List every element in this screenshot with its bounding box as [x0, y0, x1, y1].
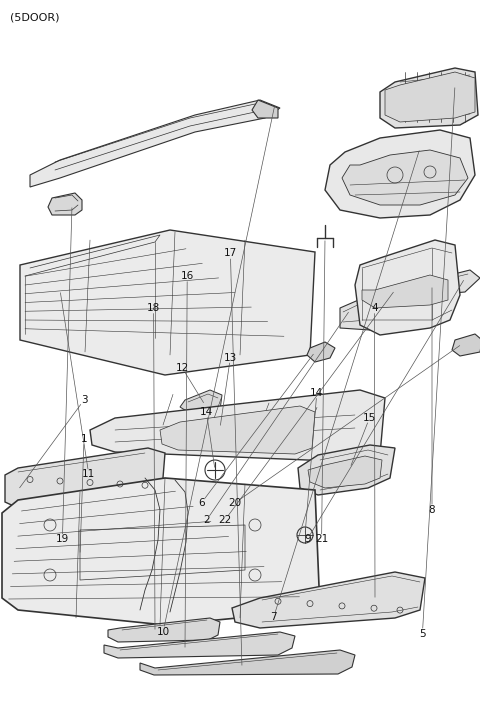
Text: 12: 12 — [176, 363, 189, 373]
Polygon shape — [180, 390, 222, 415]
Polygon shape — [385, 72, 475, 122]
Text: 14: 14 — [200, 407, 213, 417]
Text: 7: 7 — [270, 612, 277, 622]
Polygon shape — [395, 270, 480, 318]
Polygon shape — [20, 230, 315, 375]
Text: 21: 21 — [315, 535, 328, 544]
Text: 19: 19 — [56, 535, 69, 544]
Polygon shape — [252, 100, 278, 118]
Text: 6: 6 — [198, 498, 205, 508]
Text: 8: 8 — [429, 505, 435, 515]
Polygon shape — [104, 632, 295, 658]
Text: 4: 4 — [371, 303, 378, 313]
Polygon shape — [370, 278, 430, 308]
Text: 1: 1 — [81, 434, 87, 444]
Polygon shape — [355, 240, 460, 335]
Text: 5: 5 — [419, 629, 426, 639]
Text: 20: 20 — [228, 498, 242, 508]
Polygon shape — [160, 406, 315, 454]
Text: 17: 17 — [224, 249, 237, 258]
Polygon shape — [308, 456, 382, 488]
Polygon shape — [452, 334, 480, 356]
Polygon shape — [380, 68, 478, 128]
Text: 3: 3 — [81, 395, 87, 405]
Text: 14: 14 — [310, 388, 324, 398]
Text: 13: 13 — [224, 353, 237, 362]
Polygon shape — [362, 275, 448, 308]
Polygon shape — [5, 448, 165, 508]
Text: 22: 22 — [218, 515, 231, 525]
Polygon shape — [2, 478, 320, 625]
Text: (5DOOR): (5DOOR) — [10, 12, 60, 22]
Text: 10: 10 — [156, 627, 170, 636]
Text: 16: 16 — [180, 271, 194, 281]
Polygon shape — [340, 295, 395, 330]
Text: 15: 15 — [363, 413, 376, 423]
Polygon shape — [30, 100, 280, 187]
Polygon shape — [298, 445, 395, 495]
Polygon shape — [307, 342, 335, 362]
Polygon shape — [90, 390, 385, 462]
Text: 18: 18 — [147, 303, 160, 313]
Polygon shape — [140, 650, 355, 675]
Polygon shape — [232, 572, 425, 628]
Text: 9: 9 — [304, 535, 311, 544]
Polygon shape — [108, 618, 220, 642]
Polygon shape — [342, 150, 468, 205]
Text: 11: 11 — [82, 469, 96, 479]
Text: 2: 2 — [203, 515, 210, 525]
Polygon shape — [325, 130, 475, 218]
Polygon shape — [48, 193, 82, 215]
